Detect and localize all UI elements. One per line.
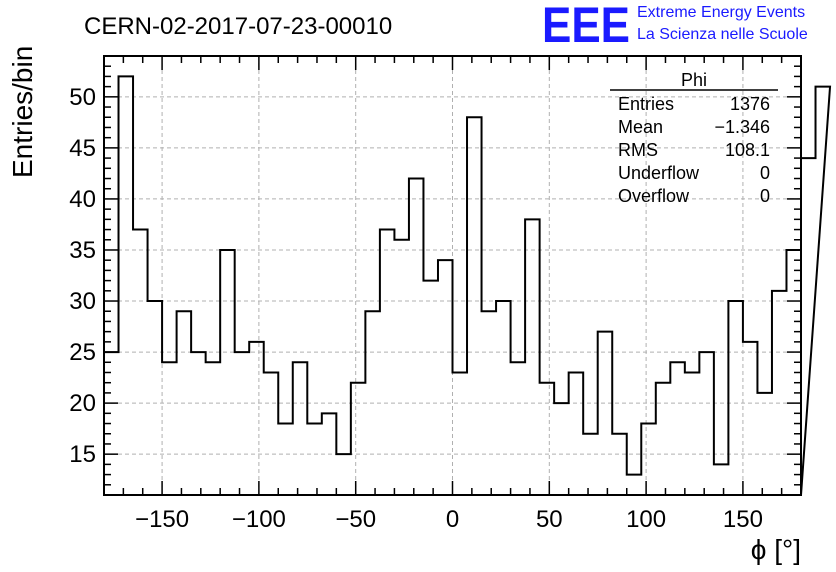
stats-label: Underflow <box>618 163 700 183</box>
stats-value: 108.1 <box>725 140 770 160</box>
stats-value: 1376 <box>730 94 770 114</box>
y-axis-title: Entries/bin <box>7 46 38 178</box>
tick-labels: −150 −100 −50 0 50 100 150 15 20 25 30 35 40 45 50 <box>69 84 763 533</box>
stats-value: 0 <box>760 163 770 183</box>
y-tick-label: 25 <box>69 339 96 366</box>
eee-logo-mark: EEE <box>542 0 630 53</box>
x-axis-title: ϕ [°] <box>751 534 801 565</box>
logo-line-2: La Scienza nelle Scuole <box>637 26 808 43</box>
stats-name: Phi <box>681 70 707 90</box>
y-tick-label: 45 <box>69 135 96 162</box>
axis-ticks <box>103 55 802 495</box>
x-tick-label: 50 <box>536 506 563 533</box>
logo-line-1: Extreme Energy Events <box>637 4 805 21</box>
x-tick-label: −50 <box>335 506 376 533</box>
x-tick-label: −150 <box>135 506 189 533</box>
stats-value: 0 <box>760 186 770 206</box>
stats-value: −1.346 <box>714 117 770 137</box>
stats-label: RMS <box>618 140 658 160</box>
grid-lines <box>104 56 801 495</box>
y-tick-label: 30 <box>69 288 96 315</box>
stats-rows: Entries 1376 Mean −1.346 RMS 108.1 Underflow 0 O… <box>618 94 770 206</box>
stats-label: Overflow <box>618 186 690 206</box>
stats-box: Phi Entries 1376 Mean −1.346 RMS 108.1 Underfl… <box>610 70 778 206</box>
x-tick-label: 100 <box>626 506 666 533</box>
chart-title: CERN-02-2017-07-23-00010 <box>84 13 392 40</box>
y-tick-label: 20 <box>69 390 96 417</box>
x-tick-label: 150 <box>723 506 763 533</box>
y-tick-label: 50 <box>69 84 96 111</box>
stats-label: Entries <box>618 94 674 114</box>
x-tick-label: −100 <box>232 506 286 533</box>
stats-label: Mean <box>618 117 663 137</box>
y-tick-label: 40 <box>69 186 96 213</box>
x-tick-label: 0 <box>446 506 459 533</box>
y-tick-label: 35 <box>69 237 96 264</box>
histogram-series <box>103 75 832 496</box>
y-tick-label: 15 <box>69 441 96 468</box>
